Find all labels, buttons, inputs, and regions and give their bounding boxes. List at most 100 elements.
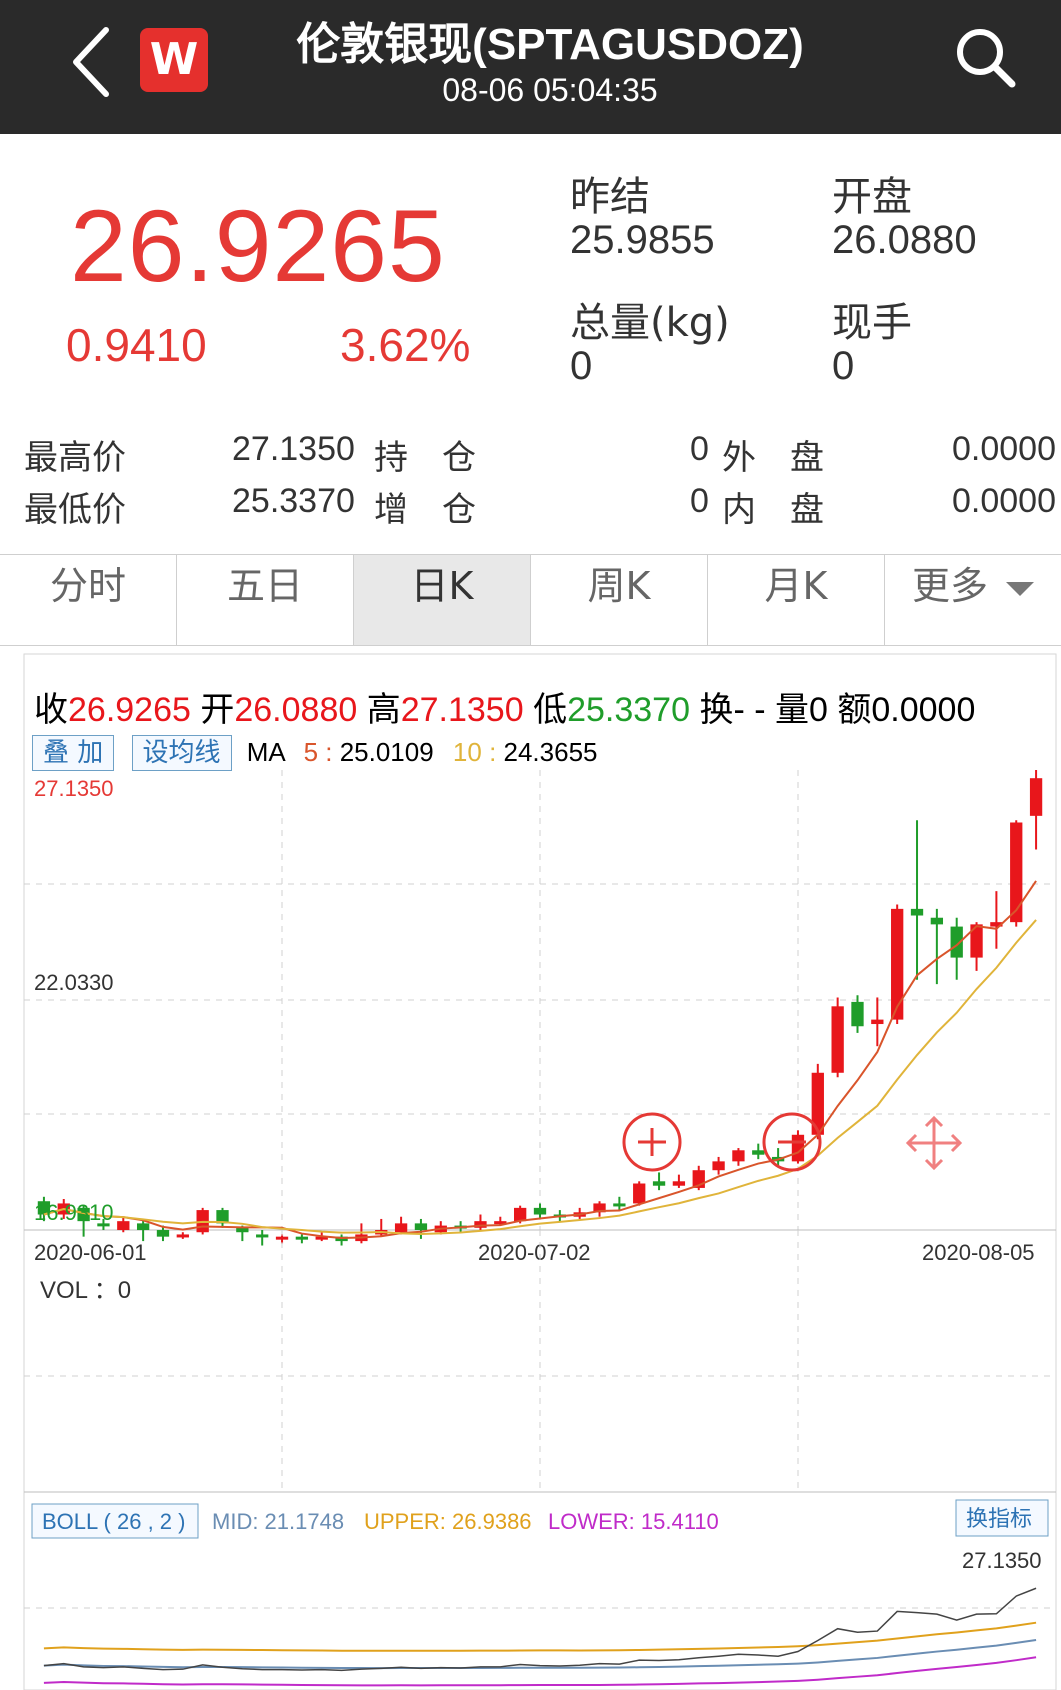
increase-value: 0 — [690, 482, 709, 520]
prev-settle-label: 昨结 — [570, 174, 650, 220]
ma5-value: 25.0109 — [339, 737, 434, 767]
candle-body — [474, 1221, 487, 1228]
inner-label: 内 盘 — [722, 490, 824, 530]
last-price: 26.9265 — [70, 189, 446, 303]
current-hand-label: 现手 — [832, 300, 912, 346]
open-value: 26.0880 — [832, 218, 977, 262]
high-value-chart: 27.1350 — [400, 691, 524, 729]
candle-body — [652, 1181, 666, 1186]
tab-daily-k[interactable]: 日K — [354, 555, 531, 645]
zoom-out-icon[interactable] — [762, 1112, 822, 1172]
ma10-value: 24.3655 — [503, 737, 598, 767]
price-change-percent: 3.62% — [340, 319, 471, 371]
boll-lines — [43, 1587, 1037, 1687]
candle-body — [910, 908, 924, 916]
candle-body — [593, 1203, 606, 1213]
tab-more[interactable]: 更多 — [885, 555, 1061, 645]
tab-more-label: 更多 — [911, 564, 988, 608]
boll-mid-line — [43, 1638, 1037, 1670]
candle-body — [811, 1072, 824, 1135]
grid-main — [24, 770, 1056, 1230]
volume-value: 0 — [570, 344, 593, 388]
switch-indicator-button[interactable] — [955, 1499, 1049, 1537]
low-label-chart: 低 — [533, 691, 568, 729]
x-axis-date-end: 2020-08-05 — [922, 1240, 1035, 1265]
candle-body — [256, 1234, 269, 1238]
price-change: 0.9410 — [66, 319, 207, 371]
candle-body — [156, 1230, 170, 1237]
ma5-key: 5 — [303, 737, 319, 767]
ma5-line — [43, 880, 1037, 1239]
set-ma-button[interactable]: 设均线 — [131, 735, 232, 771]
candle-body — [831, 1006, 844, 1073]
boll-name: BOLL ( 26 , 2 ) — [42, 1509, 185, 1534]
boll-high-label: 27.1350 — [962, 1548, 1042, 1573]
candle-body — [77, 1207, 90, 1222]
candle-body — [216, 1210, 229, 1224]
candle-body — [950, 926, 963, 958]
candle-body — [136, 1223, 150, 1231]
candle-body — [672, 1181, 686, 1186]
boll-upper: UPPER: 26.9386 — [364, 1509, 532, 1534]
candle-body — [37, 1201, 51, 1215]
ma-bar: 叠 加 设均线 MA 5 : 25.0109 10 : 24.3655 — [32, 732, 598, 771]
zoom-in-icon[interactable] — [622, 1112, 682, 1172]
kline-chart[interactable]: 27.1350 22.0330 16.9310 2020-06-01 2020-… — [0, 640, 1061, 1690]
tab-weekly-k[interactable]: 周K — [531, 555, 708, 645]
turnover-value: - - — [733, 691, 766, 729]
move-arrows-icon[interactable] — [905, 1115, 963, 1171]
vol-label: 量 — [774, 691, 809, 729]
outer-value: 0.0000 — [952, 430, 1056, 468]
switch-indicator-label: 换指标 — [966, 1507, 1032, 1532]
x-axis-date-start: 2020-06-01 — [34, 1240, 147, 1265]
low-label: 最低价 — [24, 490, 126, 530]
candle-body — [176, 1234, 189, 1238]
ma-label: MA — [246, 737, 285, 767]
inner-value: 0.0000 — [952, 482, 1056, 520]
tab-monthly-k[interactable]: 月K — [708, 555, 885, 645]
amount-value: 0.0000 — [871, 691, 976, 729]
candle-body — [394, 1223, 408, 1233]
candle-body — [871, 1019, 884, 1025]
boll-mid: MID: 21.1748 — [212, 1509, 344, 1534]
turnover-label: 换 — [699, 691, 734, 729]
amount-label: 额 — [837, 691, 872, 729]
close-label: 收 — [34, 691, 68, 729]
vol-value: 0 — [808, 691, 828, 729]
y-axis-top-label: 27.1350 — [34, 776, 114, 801]
ma10-line — [43, 919, 1037, 1236]
volume-label: 总量(kg) — [570, 300, 730, 346]
period-tabs: 分时 五日 日K 周K 月K 更多 — [0, 554, 1061, 646]
candle-body — [1029, 778, 1043, 816]
low-value: 25.3370 — [232, 482, 355, 520]
candle-body — [514, 1207, 527, 1222]
candle-body — [414, 1223, 428, 1231]
candle-body — [891, 908, 904, 1020]
overlay-button[interactable]: 叠 加 — [32, 735, 115, 771]
candle-body — [533, 1207, 547, 1215]
boll-upper-line — [43, 1621, 1037, 1652]
tab-intraday[interactable]: 分时 — [0, 555, 177, 645]
close-value: 26.9265 — [68, 691, 191, 729]
candle-body — [970, 924, 983, 958]
candle-body — [613, 1203, 626, 1207]
candle-body — [990, 922, 1003, 927]
open-value-chart: 26.0880 — [234, 691, 358, 729]
candle-body — [315, 1236, 328, 1240]
timestamp: 08-06 05:04:35 — [442, 72, 658, 108]
tab-five-day[interactable]: 五日 — [177, 555, 354, 645]
app-logo-icon: W — [140, 28, 208, 92]
boll-button[interactable] — [31, 1503, 199, 1539]
candle-body — [633, 1183, 646, 1204]
high-label: 最高价 — [24, 438, 126, 478]
search-icon[interactable] — [950, 22, 1020, 92]
x-axis-date-mid: 2020-07-02 — [478, 1240, 591, 1265]
candle-body — [236, 1227, 249, 1233]
back-arrow-icon[interactable] — [62, 20, 122, 104]
candle-body — [851, 1001, 864, 1027]
candle-body — [117, 1221, 130, 1231]
page-title: 伦敦银现(SPTAGUSDOZ) — [296, 20, 804, 69]
high-value: 27.1350 — [232, 430, 355, 468]
position-label: 持 仓 — [374, 438, 476, 478]
y-axis-mid-label: 22.0330 — [34, 970, 114, 995]
